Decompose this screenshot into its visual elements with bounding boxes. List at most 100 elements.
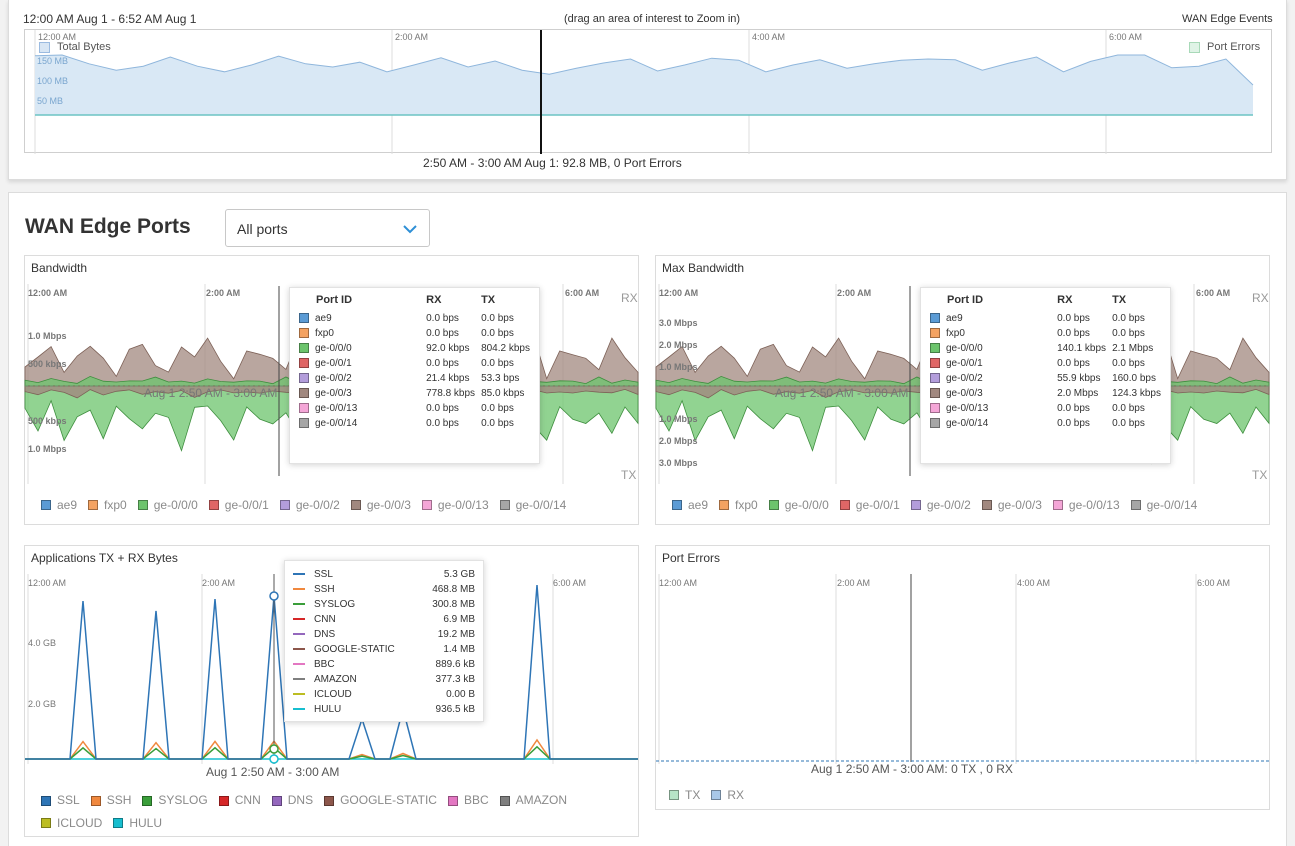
app-legend-swatch [271,795,282,806]
mbw-legend-item[interactable]: ge-0/0/0 [768,498,829,512]
app-tooltip-row: DNS 19.2 MB [290,627,478,642]
total-bytes-area [35,55,1253,115]
ports-filter-dropdown[interactable]: All ports [225,209,430,247]
mbw-tooltip-row: ge-0/0/3 2.0 Mbps 124.3 kbps [927,386,1164,401]
mbw-legend-swatch [839,500,850,510]
port-swatch [930,328,940,339]
bw-tooltip-rx: 778.8 kbps [426,388,476,399]
mbw-tooltip-port-cell: ge-0/0/0 [927,341,1054,356]
app-legend-item[interactable]: SYSLOG [142,790,208,811]
mbw-ybot-0: 1.0 Mbps [659,414,698,424]
app-tooltip-value: 19.2 MB [437,629,475,640]
bw-legend-label: ge-0/0/13 [437,498,489,512]
bw-legend-item[interactable]: fxp0 [88,498,127,512]
pe-legend-item[interactable]: RX [711,788,744,802]
app-legend-item[interactable]: CNN [218,790,261,811]
app-legend-item[interactable]: SSH [90,790,132,811]
bw-legend-item[interactable]: ge-0/0/0 [137,498,198,512]
bw-legend-item[interactable]: ge-0/0/2 [279,498,340,512]
app-legend-swatch [142,795,153,806]
app-legend-swatch [41,795,51,806]
app-legend-label: SSL [57,793,80,807]
timeline-title: WAN Edge Events [1182,13,1273,25]
bw-legend-swatch [421,500,432,510]
bw-tooltip-tx: 0.0 bps [481,328,514,339]
mbw-tooltip: Port ID RX TX ae9 0.0 bps 0.0 bps fxp0 0.0 b… [920,287,1171,464]
app-legend-item[interactable]: HULU [113,813,162,834]
timeline-chart[interactable]: 12:00 AM 2:00 AM 4:00 AM 6:00 AM 150 MB … [24,29,1273,154]
app-legend-item[interactable]: GOOGLE-STATIC [324,790,437,811]
mbw-tooltip-tx: 160.0 bps [1112,373,1156,384]
mbw-legend-swatch [768,500,779,510]
bw-tick-2: 6:00 AM [565,288,600,298]
timeline-tick-1: 2:00 AM [395,32,429,42]
mbw-tooltip-header-rx: RX [1057,294,1073,306]
bw-legend-item[interactable]: ge-0/0/14 [499,498,567,512]
bw-legend-item[interactable]: ae9 [41,498,77,512]
app-line-marker [293,678,305,681]
mbw-legend-item[interactable]: ge-0/0/14 [1130,498,1197,512]
app-tooltip-value: 936.5 kB [435,704,475,715]
applications-chart[interactable] [25,574,638,764]
app-tooltip-value: 0.00 B [446,689,475,700]
bw-tooltip-port-cell: fxp0 [296,326,423,341]
app-legend-label: AMAZON [515,793,568,807]
port-swatch [299,418,309,429]
app-legend-item[interactable]: DNS [271,790,313,811]
mbw-tooltip-rx: 2.0 Mbps [1057,388,1099,399]
mbw-legend-item[interactable]: ae9 [672,498,708,512]
mbw-tooltip-port: ge-0/0/1 [946,358,983,369]
app-tooltip-value: 468.8 MB [432,584,475,595]
app-hover-label: Aug 1 2:50 AM - 3:00 AM [206,765,340,779]
app-legend-item[interactable]: AMAZON [499,790,568,811]
app-tooltip-value: 6.9 MB [443,614,475,625]
app-legend-swatch [324,795,335,806]
timeline-legend-total[interactable]: Total Bytes [39,41,111,53]
app-legend-item[interactable]: SSL [41,790,80,811]
bw-tooltip-rx: 0.0 bps [426,328,459,339]
timeline-legend-errors[interactable]: Port Errors [1189,41,1260,53]
pe-legend-item[interactable]: TX [669,788,700,802]
mbw-tick-0: 12:00 AM [659,288,699,298]
timeline-svg[interactable] [25,30,1273,154]
timeline-range-label: 12:00 AM Aug 1 - 6:52 AM Aug 1 [23,12,197,26]
port-swatch [930,403,940,414]
pe-tick-3: 6:00 AM [1197,578,1231,588]
mbw-tooltip-port: ge-0/0/14 [946,418,989,429]
ports-title: WAN Edge Ports [25,215,191,238]
mbw-tooltip-row: ge-0/0/2 55.9 kbps 160.0 bps [927,371,1164,386]
mbw-legend-item[interactable]: ge-0/0/13 [1052,498,1120,512]
mbw-legend-item[interactable]: ge-0/0/3 [981,498,1042,512]
port-errors-chart[interactable] [656,574,1269,764]
pe-tick-1: 2:00 AM [837,578,871,588]
app-tooltip-row: ICLOUD 0.00 B [290,687,478,702]
app-tooltip-name-cell: BBC [290,657,419,672]
bw-tooltip: Port ID RX TX ae9 0.0 bps 0.0 bps fxp0 0.0 b… [289,287,540,464]
app-legend-label: SSH [106,793,132,807]
app-tooltip-name: BBC [314,659,335,670]
bw-legend-item[interactable]: ge-0/0/1 [208,498,269,512]
mbw-tooltip-row: ge-0/0/0 140.1 kbps 2.1 Mbps [927,341,1164,356]
bw-legend-item[interactable]: ge-0/0/3 [350,498,411,512]
app-legend-item[interactable]: BBC [447,790,489,811]
mbw-legend-swatch [1052,500,1063,510]
bw-legend-item[interactable]: ge-0/0/13 [421,498,489,512]
app-tooltip-name-cell: DNS [290,627,419,642]
bw-tooltip-row: ge-0/0/14 0.0 bps 0.0 bps [296,416,533,431]
mbw-legend-item[interactable]: fxp0 [719,498,758,512]
bw-ybot-1: 1.0 Mbps [28,444,67,454]
app-ytick-0: 4.0 GB [28,638,57,648]
bw-legend-label: ge-0/0/14 [515,498,567,512]
mbw-legend-item[interactable]: ge-0/0/2 [910,498,971,512]
app-tooltip-name: SYSLOG [314,599,356,610]
port-swatch [299,373,309,384]
chevron-down-icon [403,225,417,234]
mbw-legend-item[interactable]: ge-0/0/1 [839,498,900,512]
app-legend-item[interactable]: ICLOUD [41,813,102,834]
bw-tooltip-port: fxp0 [315,328,334,339]
app-tooltip-name-cell: HULU [290,702,419,717]
mbw-legend-swatch [1130,500,1141,510]
bw-tooltip-header-port: Port ID [316,294,353,306]
bw-tooltip-rx: 0.0 bps [426,418,459,429]
mbw-legend-swatch [719,500,730,510]
